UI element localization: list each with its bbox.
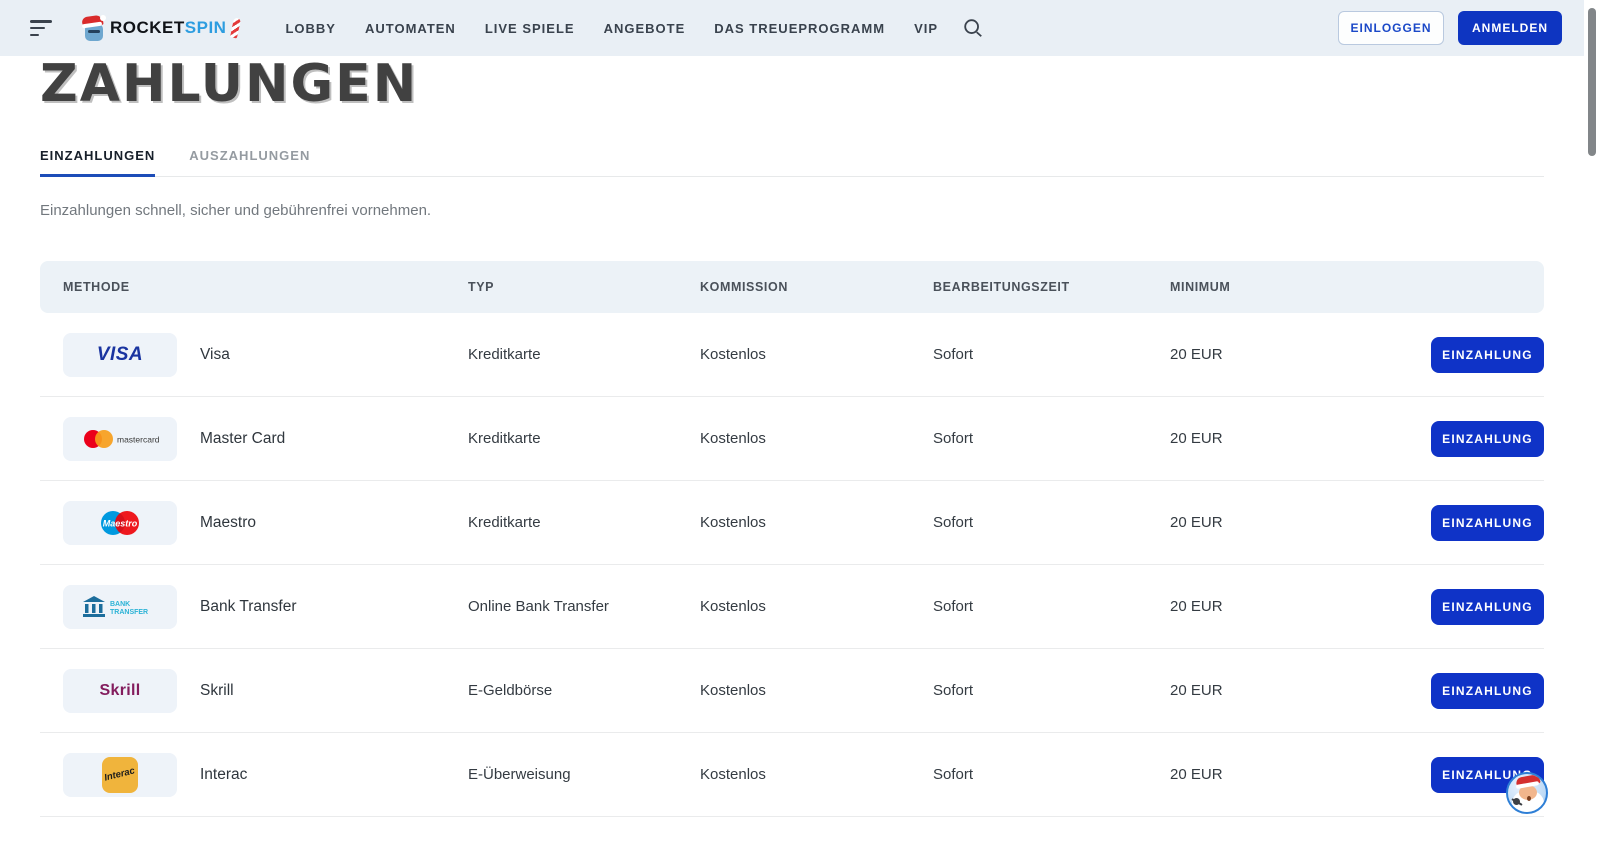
nav-item-vip[interactable]: VIP bbox=[914, 21, 938, 36]
payment-time: Sofort bbox=[933, 766, 1170, 783]
payment-type: E-Geldbörse bbox=[468, 682, 700, 699]
table-row-bank-transfer: BANKTRANSFER Bank Transfer Online Bank T… bbox=[40, 565, 1544, 649]
payment-minimum: 20 EUR bbox=[1170, 682, 1414, 699]
table-header-row: METHODE TYP KOMMISSION BEARBEITUNGSZEIT … bbox=[40, 261, 1544, 313]
tab-auszahlungen[interactable]: AUSZAHLUNGEN bbox=[189, 148, 310, 176]
payment-logo: BANKTRANSFER bbox=[63, 585, 177, 629]
payment-logo: Maestro bbox=[63, 501, 177, 545]
payment-type: Online Bank Transfer bbox=[468, 598, 700, 615]
main-nav: LOBBY AUTOMATEN LIVE SPIELE ANGEBOTE DAS TRE… bbox=[285, 21, 938, 36]
column-header-bearbeitungszeit: BEARBEITUNGSZEIT bbox=[933, 280, 1170, 294]
payment-logo: mastercard bbox=[63, 417, 177, 461]
tab-einzahlungen[interactable]: EINZAHLUNGEN bbox=[40, 148, 155, 176]
deposit-button[interactable]: EINZAHLUNG bbox=[1431, 505, 1544, 541]
payment-method-name: Bank Transfer bbox=[200, 598, 297, 616]
search-icon[interactable] bbox=[962, 17, 984, 39]
login-button[interactable]: EINLOGGEN bbox=[1338, 11, 1444, 45]
payment-time: Sofort bbox=[933, 598, 1170, 615]
page-subtitle: Einzahlungen schnell, sicher und gebühre… bbox=[40, 202, 1544, 219]
payment-type: Kreditkarte bbox=[468, 346, 700, 363]
payment-type: Kreditkarte bbox=[468, 514, 700, 531]
payment-time: Sofort bbox=[933, 682, 1170, 699]
scrollbar-thumb[interactable] bbox=[1588, 8, 1596, 156]
payment-logo: Interac bbox=[63, 753, 177, 797]
nav-item-automaten[interactable]: AUTOMATEN bbox=[365, 21, 456, 36]
payment-method-name: Visa bbox=[200, 346, 230, 364]
visa-logo-icon: VISA bbox=[97, 344, 143, 366]
payment-commission: Kostenlos bbox=[700, 766, 933, 783]
payment-time: Sofort bbox=[933, 430, 1170, 447]
payment-logo: Skrill bbox=[63, 669, 177, 713]
payments-tabs: EINZAHLUNGEN AUSZAHLUNGEN bbox=[40, 148, 1544, 177]
payment-time: Sofort bbox=[933, 514, 1170, 531]
svg-text:TRANSFER: TRANSFER bbox=[110, 609, 148, 616]
payment-commission: Kostenlos bbox=[700, 598, 933, 615]
logo-wordmark: ROCKETSPIN bbox=[110, 18, 226, 38]
santa-rocket-logo-icon bbox=[82, 15, 106, 41]
candy-cane-icon bbox=[230, 17, 241, 38]
skrill-logo-icon: Skrill bbox=[100, 682, 141, 700]
top-navigation-bar: ROCKETSPIN LOBBY AUTOMATEN LIVE SPIELE ANGE… bbox=[0, 0, 1584, 56]
nav-item-live-spiele[interactable]: LIVE SPIELE bbox=[485, 21, 575, 36]
payment-minimum: 20 EUR bbox=[1170, 346, 1414, 363]
table-row-skrill: Skrill Skrill E-Geldbörse Kostenlos Sofo… bbox=[40, 649, 1544, 733]
payment-commission: Kostenlos bbox=[700, 514, 933, 531]
payment-type: Kreditkarte bbox=[468, 430, 700, 447]
deposit-button[interactable]: EINZAHLUNG bbox=[1431, 589, 1544, 625]
deposit-button[interactable]: EINZAHLUNG bbox=[1431, 673, 1544, 709]
table-row-maestro: Maestro Maestro Kreditkarte Kostenlos So… bbox=[40, 481, 1544, 565]
nav-item-lobby[interactable]: LOBBY bbox=[285, 21, 336, 36]
payment-method-name: Master Card bbox=[200, 430, 285, 448]
column-header-minimum: MINIMUM bbox=[1170, 280, 1414, 294]
support-chat-santa-mascot[interactable] bbox=[1506, 772, 1548, 814]
nav-item-angebote[interactable]: ANGEBOTE bbox=[604, 21, 686, 36]
table-row-visa: VISA Visa Kreditkarte Kostenlos Sofort 2… bbox=[40, 313, 1544, 397]
table-row-master-card: mastercard Master Card Kreditkarte Koste… bbox=[40, 397, 1544, 481]
column-header-methode: METHODE bbox=[63, 280, 468, 294]
deposit-button[interactable]: EINZAHLUNG bbox=[1431, 337, 1544, 373]
nav-item-das-treueprogramm[interactable]: DAS TREUEPROGRAMM bbox=[714, 21, 885, 36]
payment-method-name: Maestro bbox=[200, 514, 256, 532]
mastercard-logo-icon: mastercard bbox=[77, 426, 163, 452]
payments-page: ZAHLUNGEN EINZAHLUNGEN AUSZAHLUNGEN Einza… bbox=[0, 56, 1584, 817]
payment-method-name: Skrill bbox=[200, 682, 234, 700]
payment-commission: Kostenlos bbox=[700, 346, 933, 363]
payment-time: Sofort bbox=[933, 346, 1170, 363]
payment-type: E-Überweisung bbox=[468, 766, 700, 783]
payment-logo: VISA bbox=[63, 333, 177, 377]
page-title: ZAHLUNGEN bbox=[40, 58, 1544, 110]
payment-commission: Kostenlos bbox=[700, 682, 933, 699]
payment-commission: Kostenlos bbox=[700, 430, 933, 447]
column-header-kommission: KOMMISSION bbox=[700, 280, 933, 294]
rocketspin-logo[interactable]: ROCKETSPIN bbox=[82, 15, 239, 41]
svg-text:mastercard: mastercard bbox=[117, 434, 160, 444]
deposit-button[interactable]: EINZAHLUNG bbox=[1431, 421, 1544, 457]
column-header-typ: TYP bbox=[468, 280, 700, 294]
table-row-interac: Interac Interac E-Überweisung Kostenlos … bbox=[40, 733, 1544, 817]
bank-transfer-logo-icon: BANKTRANSFER bbox=[81, 594, 159, 620]
vertical-scrollbar[interactable] bbox=[1584, 0, 1600, 843]
payment-minimum: 20 EUR bbox=[1170, 514, 1414, 531]
signup-button[interactable]: ANMELDEN bbox=[1458, 11, 1562, 45]
svg-text:Maestro: Maestro bbox=[103, 518, 138, 528]
hamburger-menu-icon[interactable] bbox=[30, 20, 54, 36]
payment-minimum: 20 EUR bbox=[1170, 766, 1414, 783]
payment-method-name: Interac bbox=[200, 766, 247, 784]
svg-text:BANK: BANK bbox=[110, 601, 130, 608]
interac-logo-icon: Interac bbox=[102, 757, 138, 793]
payment-methods-table: METHODE TYP KOMMISSION BEARBEITUNGSZEIT … bbox=[40, 261, 1544, 817]
payment-minimum: 20 EUR bbox=[1170, 598, 1414, 615]
payment-minimum: 20 EUR bbox=[1170, 430, 1414, 447]
maestro-logo-icon: Maestro bbox=[97, 508, 143, 538]
